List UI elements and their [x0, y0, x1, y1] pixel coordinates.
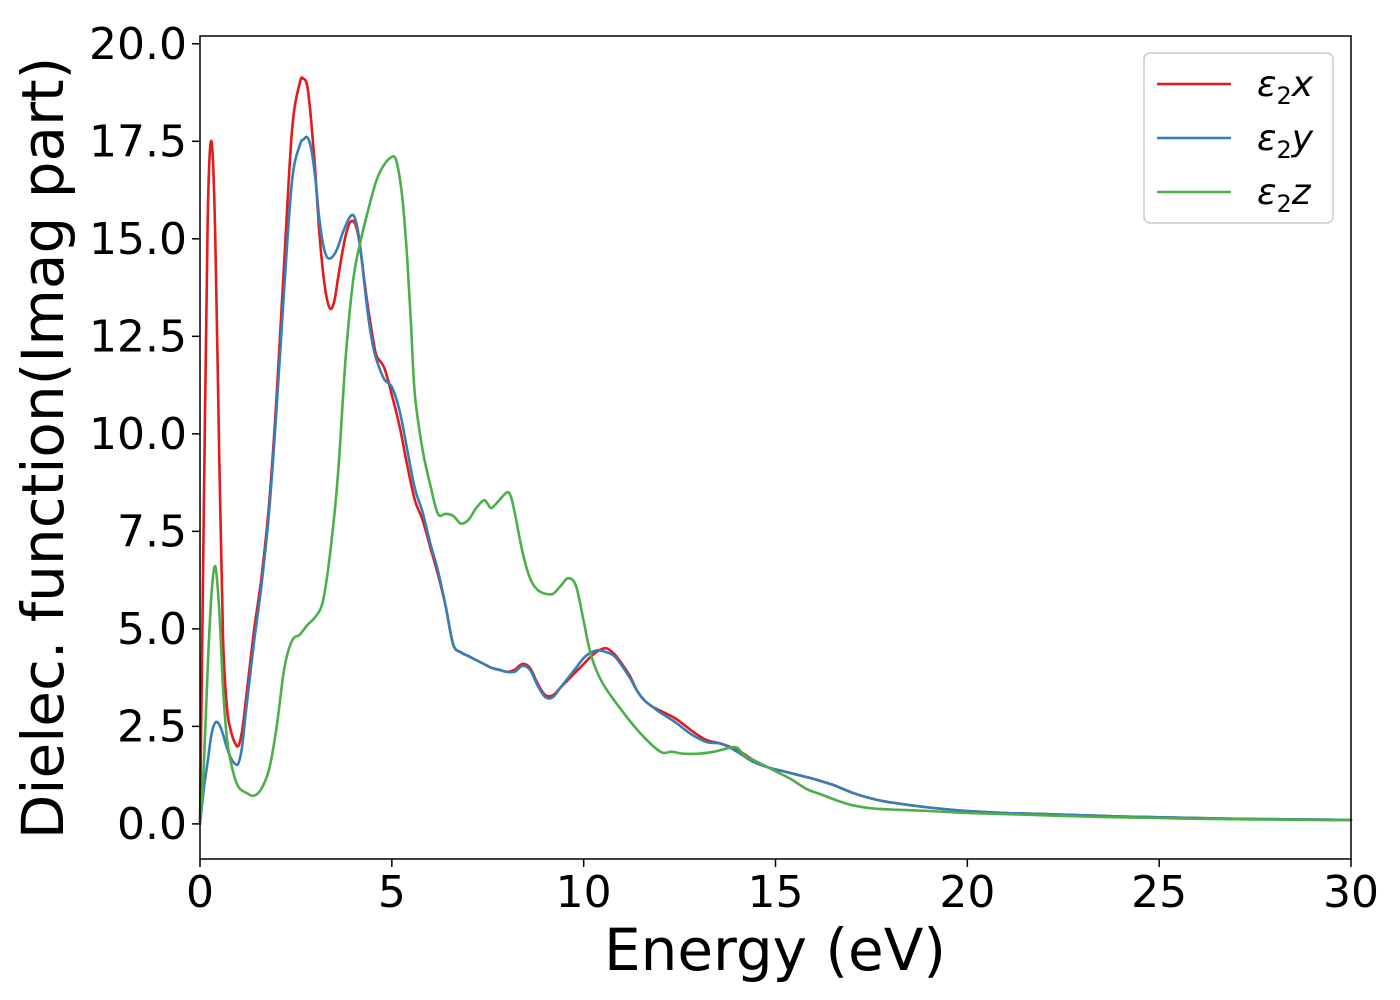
y-tick-label: 0.0 [117, 799, 187, 850]
legend-label-x: ε2x [1257, 64, 1314, 110]
legend-box [1143, 52, 1334, 224]
y-tick-label: 2.5 [117, 701, 187, 752]
x-tick-label: 30 [1323, 867, 1379, 918]
series-line-z [198, 154, 1353, 826]
legend: ε2x ε2y ε2z [1143, 52, 1334, 224]
y-tick-label: 20.0 [89, 19, 187, 70]
x-axis-ticks: 0 5 10 15 20 25 30 [186, 859, 1379, 918]
series-layer [198, 76, 1353, 826]
x-tick-label: 15 [748, 867, 804, 918]
y-axis-title: Dielec. function(Imag part) [9, 57, 77, 840]
x-tick-label: 10 [556, 867, 612, 918]
y-tick-label: 15.0 [89, 214, 187, 265]
y-tick-label: 5.0 [117, 604, 187, 655]
y-tick-label: 17.5 [89, 116, 187, 167]
x-tick-label: 25 [1131, 867, 1187, 918]
x-tick-label: 5 [378, 867, 406, 918]
x-axis-title: Energy (eV) [604, 916, 946, 984]
y-tick-label: 7.5 [117, 506, 187, 557]
x-tick-label: 0 [186, 867, 214, 918]
legend-label-z: ε2z [1257, 172, 1312, 218]
y-axis-ticks: 0.0 2.5 5.0 7.5 10.0 12.5 15.0 17.5 20.0 [89, 19, 200, 850]
legend-label-y: ε2y [1257, 118, 1314, 164]
y-tick-label: 12.5 [89, 311, 187, 362]
x-tick-label: 20 [939, 867, 995, 918]
y-tick-label: 10.0 [89, 409, 187, 460]
series-line-y [198, 135, 1353, 826]
